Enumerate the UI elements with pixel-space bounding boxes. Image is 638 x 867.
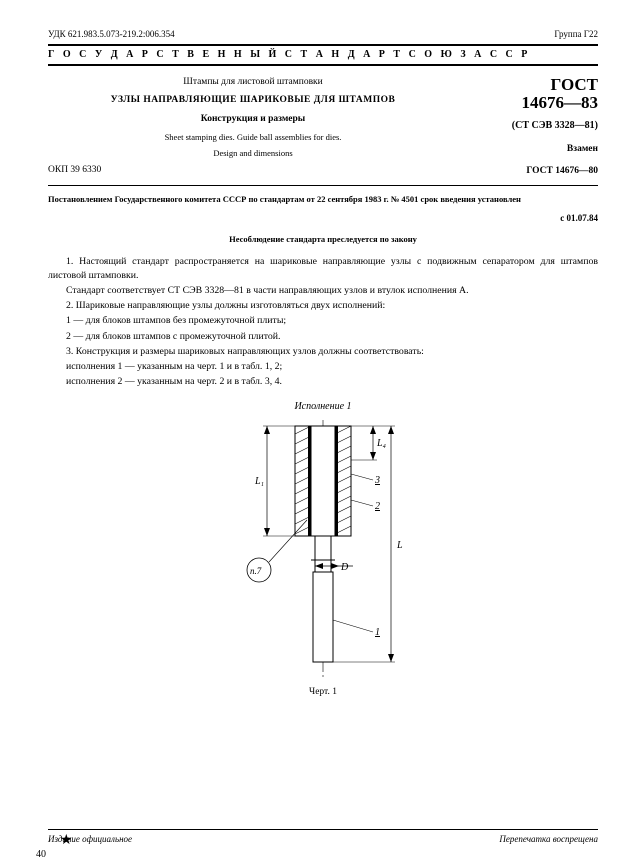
gost-num: 14676—83 (468, 94, 598, 113)
figure-title: Исполнение 1 (48, 400, 598, 414)
para-1: 1. Настоящий стандарт распространяется н… (48, 255, 598, 281)
gost-word: ГОСТ (468, 76, 598, 95)
figure-1: L L₄ L₁ D 3 2 1 (48, 420, 598, 685)
okp: ОКП 39 6330 (48, 164, 101, 177)
vzamen1: Взамен (468, 143, 598, 156)
vzamen2: ГОСТ 14676—80 (468, 165, 598, 178)
body-text: 1. Настоящий стандарт распространяется н… (48, 255, 598, 388)
callout-1: 1 (375, 627, 380, 638)
page: УДК 621.983.5.073-219.2:006.354 Группа Г… (0, 0, 638, 867)
decree-text: Постановлением Государственного комитета… (48, 194, 598, 206)
footer: Издание официальное Перепечатка воспреще… (48, 829, 598, 845)
para-4: 1 — для блоков штампов без промежуточной… (48, 314, 598, 327)
footer-right: Перепечатка воспрещена (499, 833, 598, 845)
callout-2: 2 (375, 501, 380, 512)
para-3: 2. Шариковые направляющие узлы должны из… (48, 299, 598, 312)
effective-date: с 01.07.84 (48, 212, 598, 224)
para-6: 3. Конструкция и размеры шариковых напра… (48, 345, 598, 358)
sev-ref: (СТ СЭВ 3328—81) (468, 119, 598, 133)
para-8: исполнения 2 — указанным на черт. 2 и в … (48, 375, 598, 388)
top-row: УДК 621.983.5.073-219.2:006.354 Группа Г… (48, 28, 598, 40)
title-eng2: Design and dimensions (48, 148, 458, 159)
dim-L: L (396, 540, 403, 551)
law-notice: Несоблюдение стандарта преследуется по з… (48, 234, 598, 245)
title-line3: Конструкция и размеры (48, 113, 458, 126)
page-number: 40 (36, 848, 46, 862)
udk-code: УДК 621.983.5.073-219.2:006.354 (48, 28, 175, 40)
title-line1: Штампы для листовой штамповки (48, 76, 458, 89)
star-icon: ★ (60, 832, 73, 851)
dim-L4: L₄ (376, 438, 387, 449)
header-left: Штампы для листовой штамповки УЗЛЫ НАПРА… (48, 76, 468, 179)
callout-3: 3 (374, 475, 380, 486)
title-line2: УЗЛЫ НАПРАВЛЯЮЩИЕ ШАРИКОВЫЕ ДЛЯ ШТАМПОВ (48, 94, 458, 107)
figure-caption: Черт. 1 (48, 686, 598, 699)
para-5: 2 — для блоков штампов с промежуточной п… (48, 330, 598, 343)
title-eng1: Sheet stamping dies. Guide ball assembli… (48, 132, 458, 143)
balloon-p7: п.7 (250, 566, 262, 576)
banner: Г О С У Д А Р С Т В Е Н Н Ы Й С Т А Н Д … (48, 44, 598, 66)
header-block: Штампы для листовой штамповки УЗЛЫ НАПРА… (48, 76, 598, 179)
dim-L1: L₁ (254, 476, 264, 487)
dim-D: D (340, 562, 349, 573)
para-2: Стандарт соответствует СТ СЭВ 3328—81 в … (48, 284, 598, 297)
group-code: Группа Г22 (554, 28, 598, 40)
para-7: исполнения 1 — указанным на черт. 1 и в … (48, 360, 598, 373)
header-right: ГОСТ 14676—83 (СТ СЭВ 3328—81) Взамен ГО… (468, 76, 598, 179)
rule-1 (48, 185, 598, 186)
technical-drawing: L L₄ L₁ D 3 2 1 (223, 420, 423, 680)
